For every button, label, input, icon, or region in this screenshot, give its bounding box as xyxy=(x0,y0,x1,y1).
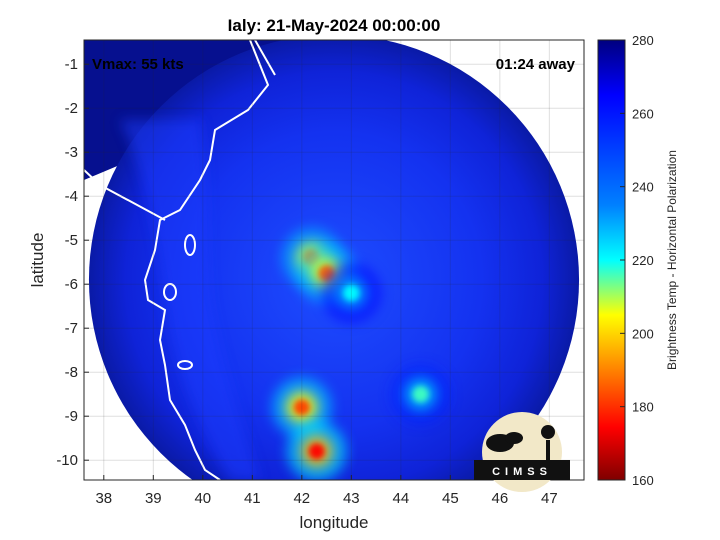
cimss-logo: CIMSS xyxy=(474,412,570,492)
y-ticks: -1 -2 -3 -4 -5 -6 -7 -8 -9 -10 xyxy=(56,56,89,469)
y-tick-label: -8 xyxy=(65,364,78,381)
coastline xyxy=(143,40,270,480)
colorbar-tick-label: 220 xyxy=(632,253,654,268)
grid-lines xyxy=(84,40,584,480)
x-axis-label: longitude xyxy=(299,513,368,532)
island xyxy=(184,234,196,256)
x-tick-label: 43 xyxy=(343,490,360,507)
border-line xyxy=(84,169,166,221)
y-tick-label: -4 xyxy=(65,188,78,205)
precip-features xyxy=(271,227,451,480)
plot-frame xyxy=(83,39,585,481)
tower-tank-icon xyxy=(541,425,555,439)
x-tick-label: 40 xyxy=(194,490,211,507)
x-tick-label: 39 xyxy=(145,490,162,507)
x-tick-label: 38 xyxy=(95,490,112,507)
x-tick-label: 45 xyxy=(442,490,459,507)
colorbar-tick-label: 240 xyxy=(632,180,654,195)
x-tick-label: 46 xyxy=(491,490,508,507)
coastal-band xyxy=(120,120,260,480)
y-tick-label: -5 xyxy=(65,232,78,249)
x-tick-label: 47 xyxy=(541,490,558,507)
away-annotation: 01:24 away xyxy=(496,56,576,73)
chart-title: Ialy: 21-May-2024 00:00:00 xyxy=(228,16,441,35)
x-tick-label: 42 xyxy=(293,490,310,507)
y-tick-label: -3 xyxy=(65,144,78,161)
colorbar-tick-label: 200 xyxy=(632,326,654,341)
x-tick-label: 41 xyxy=(244,490,261,507)
colorbar-ticks: 280 260 240 220 200 180 160 xyxy=(620,33,654,488)
vmax-annotation: Vmax: 55 kts xyxy=(92,56,184,73)
island-3 xyxy=(177,360,193,370)
feature-core xyxy=(308,443,325,460)
x-tick-label: 44 xyxy=(392,490,409,507)
colorbar-tick-label: 160 xyxy=(632,473,654,488)
tower-icon xyxy=(546,440,550,462)
feature-core xyxy=(412,386,429,403)
y-tick-label: -9 xyxy=(65,408,78,425)
feature-core xyxy=(343,285,360,301)
heatmap-layer xyxy=(84,40,579,480)
y-axis-label: latitude xyxy=(28,233,47,288)
border-line-2 xyxy=(254,40,276,76)
y-tick-label: -2 xyxy=(65,100,78,117)
dish-icon-2 xyxy=(505,432,523,444)
y-tick-label: -6 xyxy=(65,276,78,293)
colorbar-tick-label: 260 xyxy=(632,106,654,121)
logo-text: CIMSS xyxy=(492,466,552,478)
x-ticks: 38 39 40 41 42 43 44 45 46 47 xyxy=(95,475,558,507)
colorbar-label: Brightness Temp - Horizontal Polarizatio… xyxy=(665,150,679,370)
y-tick-label: -7 xyxy=(65,320,78,337)
island-2 xyxy=(163,283,177,301)
feature-core xyxy=(293,399,310,416)
colorbar-tick-label: 280 xyxy=(632,33,654,48)
colorbar-tick-label: 180 xyxy=(632,400,654,415)
y-tick-label: -10 xyxy=(56,452,78,469)
y-tick-label: -1 xyxy=(65,56,78,73)
